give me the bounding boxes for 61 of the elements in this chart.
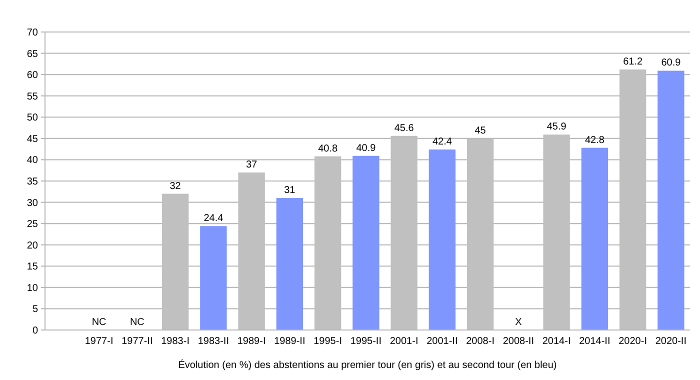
x-tick-label: 1989-II: [274, 336, 306, 347]
data-label: 60.9: [661, 58, 682, 69]
bar: [619, 69, 646, 330]
y-tick-label: 40: [26, 155, 38, 166]
bar: [162, 194, 189, 330]
x-tick-label: 1983-I: [161, 336, 190, 347]
data-label: 31: [284, 185, 296, 196]
bar: [200, 226, 227, 330]
bar: [390, 136, 418, 330]
data-label: 61.2: [623, 56, 643, 68]
y-tick-label: 70: [26, 28, 38, 38]
x-tick-label: 2014-I: [542, 336, 571, 347]
bar: [352, 156, 380, 330]
y-tick-label: 55: [26, 91, 38, 102]
bar: [581, 148, 608, 330]
x-tick-label: 2020-I: [618, 336, 647, 347]
x-axis-title: Évolution (en %) des abstentions au premier tour (en gris) et au second tour (en bleu): [178, 359, 557, 371]
x-tick-label: 2008-II: [502, 336, 534, 347]
bar: [314, 156, 342, 330]
y-tick-label: 0: [32, 326, 38, 336]
data-label: 40.8: [318, 143, 338, 154]
x-tick-label: 1995-II: [350, 336, 382, 347]
x-tick-label: 2020-II: [655, 336, 687, 347]
bar: [543, 134, 570, 330]
data-label: 45.6: [394, 122, 414, 134]
bar: [658, 70, 684, 330]
y-tick-label: 5: [32, 304, 38, 316]
x-tick-label: 2001-I: [390, 336, 418, 347]
bar: [276, 198, 304, 330]
y-tick-label: 30: [26, 198, 38, 209]
data-label: 42.4: [432, 136, 452, 148]
x-tick-label: 1995-I: [314, 336, 342, 347]
x-tick-label: 1977-II: [122, 336, 153, 347]
text: NC: [130, 317, 144, 328]
y-tick-label: 10: [26, 282, 38, 294]
data-label: 45.9: [546, 122, 567, 133]
y-tick-label: 15: [26, 262, 38, 273]
data-label: 40.9: [356, 142, 376, 154]
text: NC: [92, 317, 106, 328]
y-tick-label: 35: [26, 176, 38, 188]
y-tick-label: 60: [26, 70, 38, 82]
data-label: 37: [246, 159, 258, 170]
data-label: 42.8: [584, 134, 605, 146]
data-label: 32: [170, 180, 182, 192]
bar: [238, 172, 265, 330]
bar: [428, 149, 456, 330]
x-tick-label: 1977-I: [84, 336, 114, 347]
y-tick-label: 25: [26, 219, 38, 230]
x-tick-label: 2014-II: [579, 336, 610, 347]
y-tick-label: 65: [26, 48, 38, 60]
y-tick-label: 45: [26, 134, 38, 145]
text: X: [515, 317, 522, 328]
y-tick-label: 20: [26, 240, 38, 252]
x-tick-label: 2008-I: [466, 336, 494, 347]
data-label: 45: [474, 125, 486, 136]
data-label: 24.4: [204, 213, 224, 224]
x-tick-label: 1989-I: [237, 336, 266, 347]
x-tick-label: 2001-II: [426, 336, 458, 347]
x-tick-label: 1983-II: [198, 336, 230, 347]
bar: [466, 138, 494, 330]
y-tick-label: 50: [26, 112, 38, 124]
